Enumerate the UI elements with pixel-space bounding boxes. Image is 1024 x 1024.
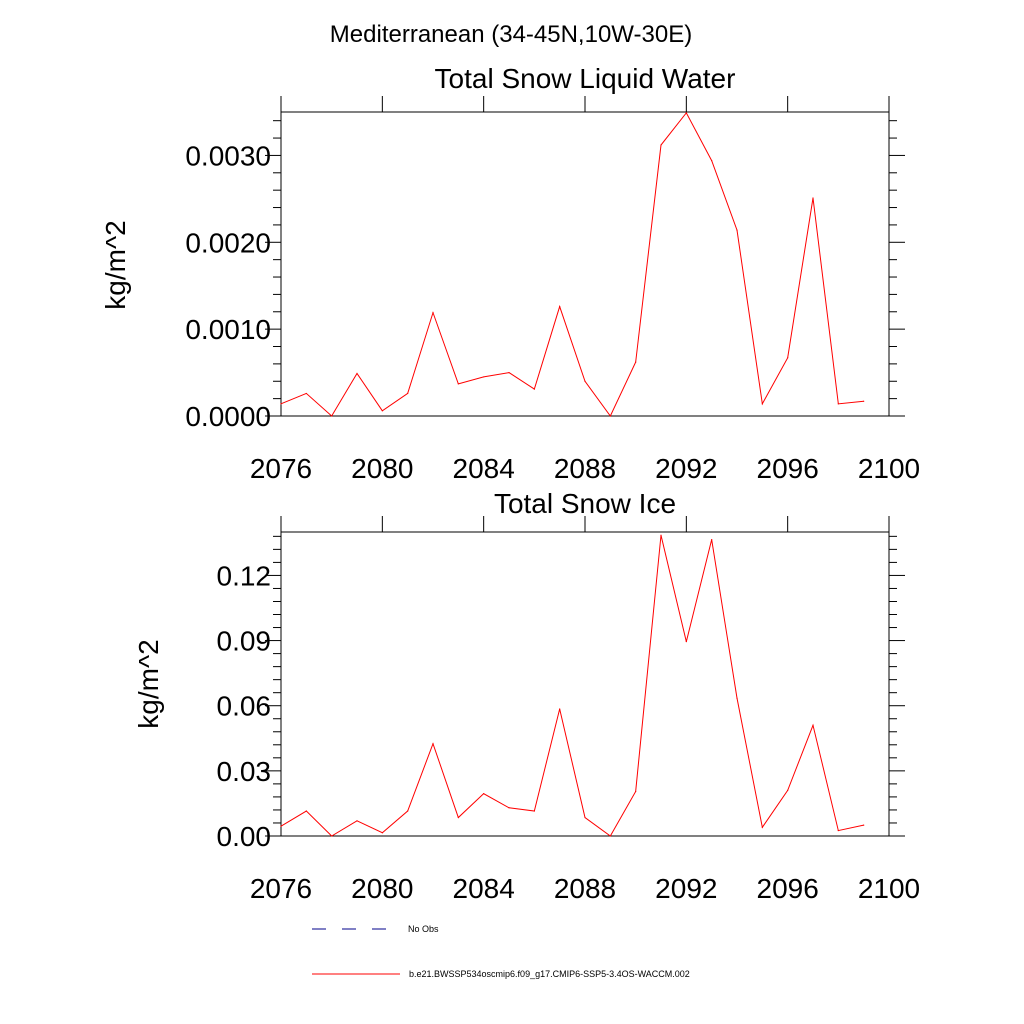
data-point <box>812 197 814 199</box>
x-tick-label: 2092 <box>655 873 717 904</box>
data-point <box>483 793 485 795</box>
panel-title: Total Snow Liquid Water <box>435 63 736 94</box>
data-point <box>305 392 307 395</box>
x-tick-label: 2076 <box>250 873 312 904</box>
data-point <box>711 539 713 541</box>
data-point <box>787 357 789 359</box>
data-point <box>584 816 586 819</box>
y-tick-label: 0.09 <box>217 626 272 657</box>
y-tick-label: 0.0020 <box>185 227 271 258</box>
data-point <box>635 790 637 793</box>
panel-snow-liquid-water: Total Snow Liquid Water kg/m^2 2076 2080 2… <box>100 63 920 484</box>
y-tick-label: 0.0010 <box>185 314 271 345</box>
x-tick-label: 2100 <box>858 873 920 904</box>
x-tick-label: 2100 <box>858 453 920 484</box>
data-point <box>356 820 358 822</box>
data-point <box>381 410 383 412</box>
data-point <box>787 789 789 792</box>
data-point <box>331 835 333 837</box>
y-tick-label: 0.0030 <box>185 140 271 171</box>
x-tick-label: 2088 <box>554 453 616 484</box>
legend-obs-label: No Obs <box>408 924 439 934</box>
plot-frame <box>280 531 890 837</box>
data-point <box>863 824 865 826</box>
x-tick-label: 2096 <box>757 453 819 484</box>
data-point <box>305 810 307 812</box>
data-point <box>761 403 763 405</box>
data-point <box>508 371 510 374</box>
data-point <box>508 807 510 809</box>
y-axis-label: kg/m^2 <box>100 220 131 309</box>
data-point <box>812 724 814 726</box>
x-tick-label: 2084 <box>453 873 515 904</box>
data-point <box>736 229 738 231</box>
x-tick-label: 2076 <box>250 453 312 484</box>
y-tick-label: 0.03 <box>217 756 272 787</box>
data-point <box>381 832 383 834</box>
data-point <box>635 361 637 363</box>
data-point <box>483 376 485 378</box>
panel-title: Total Snow Ice <box>494 488 676 519</box>
data-point <box>457 816 459 819</box>
data-point <box>407 392 409 395</box>
legend-model-label: b.e21.BWSSP534oscmip6.f09_g17.CMIP6-SSP5… <box>409 969 690 979</box>
x-tick-label: 2080 <box>351 453 413 484</box>
data-point <box>609 835 611 837</box>
figure-title: Mediterranean (34-45N,10W-30E) <box>330 21 692 48</box>
data-point <box>356 372 358 375</box>
x-tick-label: 2092 <box>655 453 717 484</box>
data-point <box>761 826 763 828</box>
data-point <box>685 112 687 114</box>
legend: No Obs b.e21.BWSSP534oscmip6.f09_g17.CMI… <box>312 924 690 979</box>
data-point <box>533 810 535 812</box>
data-point <box>331 415 333 417</box>
data-point <box>432 312 434 314</box>
data-point <box>432 743 434 745</box>
data-point <box>280 403 282 405</box>
data-point <box>660 534 662 536</box>
series-line <box>280 535 864 837</box>
data-point <box>837 403 839 405</box>
y-tick-label: 0.12 <box>217 560 272 591</box>
data-point <box>736 697 738 699</box>
data-point <box>559 305 561 308</box>
x-tick-label: 2084 <box>453 453 515 484</box>
y-tick-label: 0.00 <box>217 821 272 852</box>
x-tick-label: 2088 <box>554 873 616 904</box>
data-point <box>837 829 839 832</box>
data-point <box>685 641 687 643</box>
data-point <box>711 160 713 162</box>
data-point <box>609 415 611 417</box>
series-line <box>280 111 864 417</box>
y-tick-label: 0.06 <box>217 691 272 722</box>
y-axis-label: kg/m^2 <box>133 639 164 728</box>
data-point <box>457 383 459 385</box>
data-point <box>280 825 282 827</box>
x-tick-label: 2096 <box>757 873 819 904</box>
data-point <box>407 810 409 812</box>
data-point <box>584 380 586 382</box>
y-tick-label: 0.0000 <box>185 401 271 432</box>
plot-frame <box>280 111 890 417</box>
data-point <box>533 388 535 390</box>
data-point <box>863 400 865 402</box>
panel-snow-ice: Total Snow Ice kg/m^2 2076 2080 2084 2088 20… <box>133 488 920 904</box>
data-point <box>660 144 662 146</box>
data-point <box>559 708 561 710</box>
x-tick-label: 2080 <box>351 873 413 904</box>
